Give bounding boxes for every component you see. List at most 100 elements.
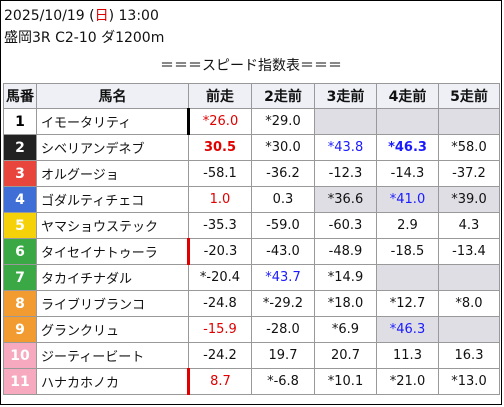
horse-name: ヤマショウステック: [36, 212, 189, 239]
col-header-5-races-ago: 5走前: [438, 83, 500, 109]
horse-name: タカイチナダル: [36, 264, 189, 291]
speed-index-cell: -24.2: [188, 342, 252, 369]
horse-name: ライブリブランコ: [36, 290, 189, 317]
horse-number: 11: [3, 368, 37, 395]
table-row: 6 タイセイナトゥーラ -20.3 -43.0 -48.9 -18.5 -13.4: [3, 238, 500, 265]
speed-index-cell: *39.0: [438, 186, 500, 213]
speed-index-cell: *6.9: [314, 316, 377, 343]
table-row: 7 タカイチナダル *-20.4 *43.7 *14.9: [3, 264, 500, 291]
table-row: 8 ライブリブランコ -24.8 *-29.2 *18.0 *12.7 *8.0: [3, 290, 500, 317]
speed-index-cell: [376, 108, 439, 135]
speed-index-cell: -20.3: [188, 238, 252, 265]
speed-index-cell: 30.5: [188, 134, 252, 161]
horse-name: ハナカホノカ: [36, 368, 190, 395]
col-header-number: 馬番: [3, 83, 37, 109]
speed-index-cell: *46.3: [376, 316, 439, 343]
speed-index-cell: *21.0: [376, 368, 439, 395]
table-row: 11 ハナカホノカ 8.7 *-6.8 *10.1 *21.0 *13.0: [3, 368, 500, 395]
speed-index-cell: 4.3: [438, 212, 500, 239]
speed-index-table: 馬番 馬名 前走 2走前 3走前 4走前 5走前 1 イモータリティ *26.0 *2…: [3, 83, 500, 395]
speed-index-cell: -48.9: [314, 238, 377, 265]
speed-index-cell: [376, 264, 439, 291]
speed-index-cell: -59.0: [251, 212, 315, 239]
table-title: ＝＝＝スピード指数表＝＝＝: [160, 58, 342, 74]
speed-index-cell: -12.3: [314, 160, 377, 187]
speed-index-cell: *36.6: [314, 186, 377, 213]
speed-index-cell: -43.0: [251, 238, 315, 265]
speed-index-cell: -13.4: [438, 238, 500, 265]
speed-index-cell: 2.9: [376, 212, 439, 239]
table-row: 1 イモータリティ *26.0 *29.0: [3, 108, 500, 135]
speed-index-cell: *14.9: [314, 264, 377, 291]
speed-index-cell: *41.0: [376, 186, 439, 213]
horse-name: ゴダルティチェコ: [36, 186, 189, 213]
race-datetime: 2025/10/19 (日) 13:00: [4, 8, 159, 24]
col-header-3-races-ago: 3走前: [314, 83, 377, 109]
horse-name: タイセイナトゥーラ: [36, 238, 190, 265]
weekday-label: 日: [94, 8, 109, 24]
speed-index-cell: *18.0: [314, 290, 377, 317]
speed-index-cell: *12.7: [376, 290, 439, 317]
speed-index-cell: *-29.2: [251, 290, 315, 317]
horse-number: 10: [3, 342, 37, 369]
speed-index-cell: -37.2: [438, 160, 500, 187]
horse-number: 5: [3, 212, 37, 239]
speed-index-cell: -28.0: [251, 316, 315, 343]
col-header-4-races-ago: 4走前: [376, 83, 439, 109]
speed-index-cell: *30.0: [251, 134, 315, 161]
horse-number: 9: [3, 316, 37, 343]
speed-index-cell: *29.0: [251, 108, 315, 135]
speed-index-cell: *43.8: [314, 134, 377, 161]
speed-index-cell: [438, 264, 500, 291]
col-header-2-races-ago: 2走前: [251, 83, 315, 109]
speed-index-cell: -14.3: [376, 160, 439, 187]
speed-index-cell: 16.3: [438, 342, 500, 369]
horse-number: 1: [3, 108, 37, 135]
speed-index-cell: 8.7: [188, 368, 252, 395]
race-info: 盛岡3R C2-10 ダ1200m: [4, 30, 165, 46]
speed-index-cell: 1.0: [188, 186, 252, 213]
col-header-last-race: 前走: [188, 83, 252, 109]
horse-number: 8: [3, 290, 37, 317]
table-row: 4 ゴダルティチェコ 1.0 0.3 *36.6 *41.0 *39.0: [3, 186, 500, 213]
table-header-row: 馬番 馬名 前走 2走前 3走前 4走前 5走前: [3, 83, 500, 109]
speed-index-cell: -58.1: [188, 160, 252, 187]
speed-index-cell: -24.8: [188, 290, 252, 317]
horse-name: オルグージョ: [36, 160, 189, 187]
speed-index-cell: 0.3: [251, 186, 315, 213]
speed-index-cell: *-20.4: [188, 264, 252, 291]
speed-index-cell: *43.7: [251, 264, 315, 291]
table-row: 10 ジーティービート -24.2 19.7 20.7 11.3 16.3: [3, 342, 500, 369]
horse-number: 7: [3, 264, 37, 291]
speed-index-cell: [438, 108, 500, 135]
speed-index-cell: *58.0: [438, 134, 500, 161]
speed-index-cell: [314, 108, 377, 135]
speed-index-cell: -18.5: [376, 238, 439, 265]
speed-index-cell: *46.3: [376, 134, 439, 161]
table-row: 9 グランクリュ -15.9 -28.0 *6.9 *46.3: [3, 316, 500, 343]
horse-name: イモータリティ: [36, 108, 190, 135]
horse-name: シベリアンデネブ: [36, 134, 189, 161]
speed-index-cell: -60.3: [314, 212, 377, 239]
speed-index-cell: -35.3: [188, 212, 252, 239]
table-body: 1 イモータリティ *26.0 *29.0 2 シベリアンデネブ 30.5 *30.0 *43.…: [3, 108, 500, 395]
table-row: 5 ヤマショウステック -35.3 -59.0 -60.3 2.9 4.3: [3, 212, 500, 239]
horse-number: 4: [3, 186, 37, 213]
speed-index-cell: [438, 316, 500, 343]
table-row: 3 オルグージョ -58.1 -36.2 -12.3 -14.3 -37.2: [3, 160, 500, 187]
table-row: 2 シベリアンデネブ 30.5 *30.0 *43.8 *46.3 *58.0: [3, 134, 500, 161]
speed-index-cell: -36.2: [251, 160, 315, 187]
horse-number: 2: [3, 134, 37, 161]
speed-index-cell: *-6.8: [251, 368, 315, 395]
speed-index-cell: *8.0: [438, 290, 500, 317]
col-header-horse-name: 馬名: [36, 83, 189, 109]
speed-index-cell: 11.3: [376, 342, 439, 369]
speed-index-cell: 20.7: [314, 342, 377, 369]
speed-index-cell: 19.7: [251, 342, 315, 369]
horse-name: グランクリュ: [36, 316, 189, 343]
horse-name: ジーティービート: [36, 342, 189, 369]
speed-index-cell: *26.0: [188, 108, 252, 135]
speed-index-cell: *10.1: [314, 368, 377, 395]
horse-number: 3: [3, 160, 37, 187]
